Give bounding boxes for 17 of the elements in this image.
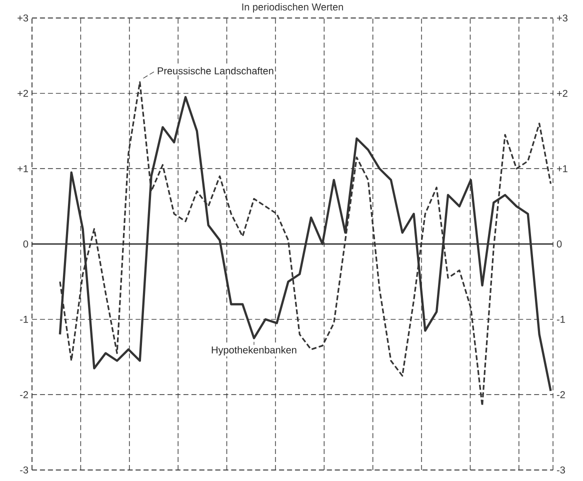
- y-tick-label: +2: [18, 90, 28, 97]
- y-tick-label: -3: [20, 466, 28, 474]
- chart-title: In periodischen Werten: [242, 3, 343, 12]
- y2-tick-label: -2: [556, 391, 565, 398]
- legend-label: Preussische Landschaften: [158, 67, 274, 74]
- y2-tick-label: 0: [556, 240, 562, 248]
- y2-tick-label: +3: [557, 14, 568, 22]
- y2-tick-label: +2: [557, 90, 568, 97]
- y2-tick-label: -1: [556, 316, 565, 323]
- series-label: Hypothekenbanken: [212, 346, 296, 356]
- y-tick-label: -1: [20, 316, 28, 323]
- y2-tick-label: +1: [557, 165, 568, 172]
- y-tick-label: +3: [18, 14, 28, 22]
- y-tick-label: +1: [18, 165, 28, 172]
- y-tick-label: -2: [20, 391, 28, 398]
- y2-tick-label: -3: [556, 466, 565, 474]
- y-tick-label: 0: [23, 240, 28, 248]
